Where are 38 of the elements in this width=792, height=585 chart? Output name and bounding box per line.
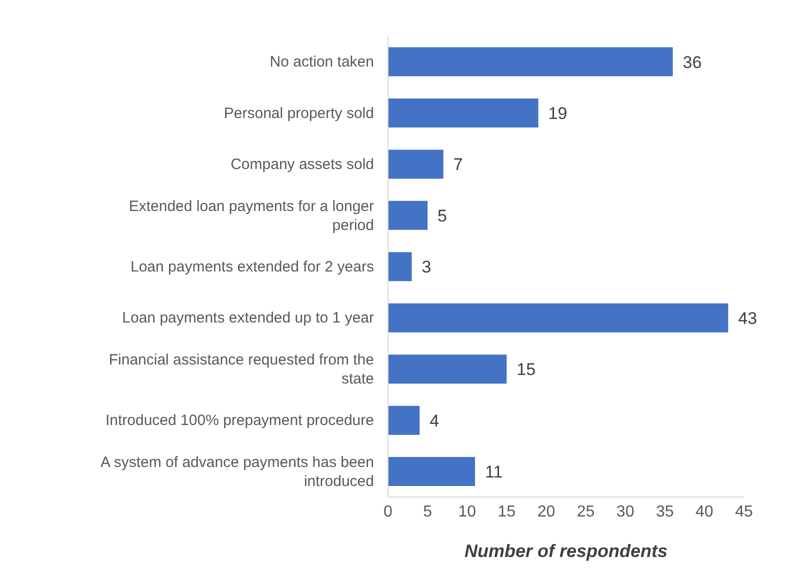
bar: [388, 98, 538, 128]
data-label: 5: [438, 206, 448, 226]
data-label: 15: [516, 360, 536, 380]
x-axis-title: Number of respondents: [464, 541, 668, 561]
data-label: 4: [430, 411, 440, 430]
bar: [388, 252, 412, 282]
y-tick-label: Introduced 100% prepayment procedure: [105, 412, 374, 429]
x-tick-label: 10: [458, 503, 476, 520]
bar: [388, 406, 420, 435]
bar: [388, 457, 476, 486]
bar: [388, 200, 428, 230]
y-tick-label: Extended loan payments for a longer period: [128, 197, 374, 234]
y-tick-label: Personal property sold: [224, 104, 374, 122]
x-tick-label: 20: [537, 503, 556, 520]
x-tick-label: 30: [616, 503, 634, 520]
data-label: 7: [453, 155, 463, 174]
y-tick-label: No action taken: [270, 53, 374, 70]
y-tick-label: A system of advance payments has been introduced: [100, 453, 374, 490]
data-label: 43: [738, 308, 758, 328]
x-tick-label: 45: [735, 503, 753, 520]
x-tick-label: 15: [498, 503, 516, 520]
bar: [388, 303, 728, 332]
data-label: 11: [485, 462, 503, 482]
data-label: 3: [422, 258, 432, 277]
x-tick-label: 35: [656, 503, 674, 520]
bar: [388, 354, 507, 384]
y-tick-label: Loan payments extended up to 1 year: [122, 309, 374, 326]
y-tick-label: Financial assistance requested from the state: [108, 350, 374, 387]
y-tick-label: Loan payments extended for 2 years: [130, 258, 374, 275]
x-tick-label: 25: [576, 503, 595, 520]
x-tick-label: 0: [384, 503, 393, 520]
bar: [388, 150, 444, 179]
y-tick-label: Company assets sold: [230, 156, 374, 173]
x-tick-label: 5: [423, 503, 432, 520]
data-label: 36: [682, 52, 702, 72]
bar: [388, 47, 673, 76]
x-tick-label: 40: [696, 503, 714, 520]
data-label: 19: [548, 104, 568, 124]
